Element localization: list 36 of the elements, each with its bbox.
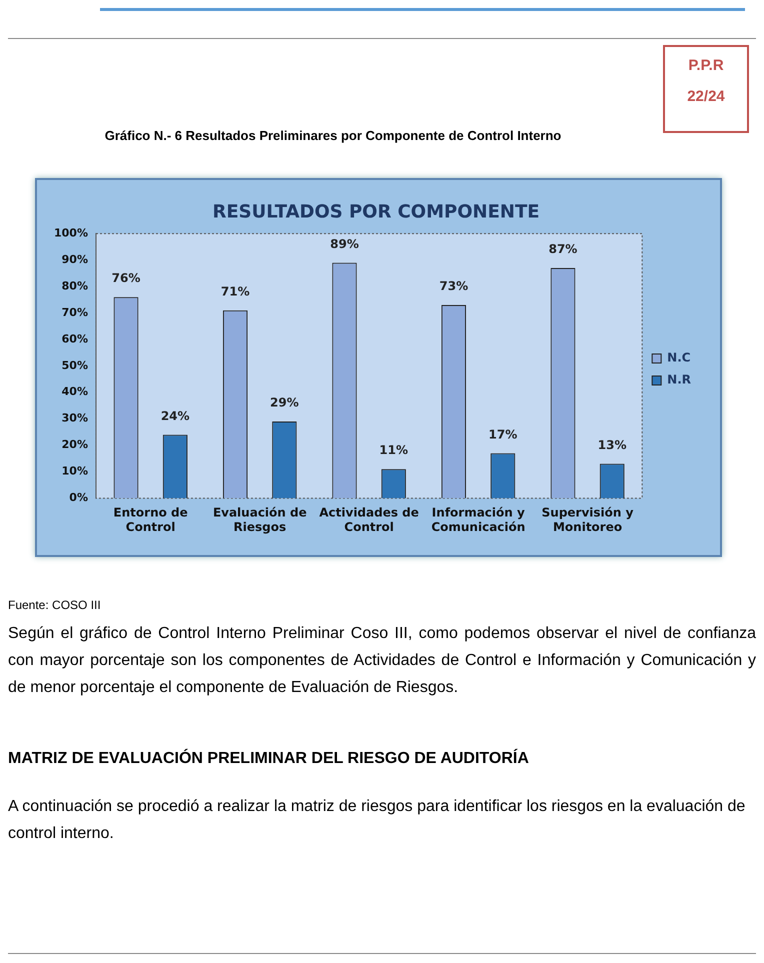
data-label: 11%	[379, 443, 408, 458]
y-tick-label: 90%	[62, 252, 88, 266]
y-tick-label: 50%	[62, 358, 88, 372]
text: P.P.R	[687, 57, 725, 74]
legend-label: N.R	[667, 372, 691, 387]
y-tick-label: 10%	[62, 464, 88, 478]
chart-title: Gráfico N.- 6 Resultados Preliminares por Componente de Control Interno	[104, 128, 562, 143]
y-tick-label: 30%	[62, 412, 88, 425]
data-label: 29%	[270, 396, 299, 410]
text: MATRIZ DE EVALUACIÓN PRELIMINAR DEL RIESGO DE AUDITORÍA	[8, 750, 529, 768]
y-tick-label: 100%	[54, 226, 88, 240]
x-tick-label: Actividades de Control	[319, 506, 419, 534]
y-tick-label: 40%	[62, 385, 88, 398]
chart-subtitle: RESULTADOS POR COMPONENTE	[212, 201, 540, 222]
text: A continuación se procedió a realizar la matriz de riesgos para identificar los riesgos en la evaluación de control interno.	[8, 797, 746, 844]
legend-label: N.C	[667, 350, 691, 365]
x-tick-label: Evaluación de Riesgos	[212, 506, 307, 534]
x-tick-label: Supervisión y Monitoreo	[542, 506, 634, 534]
data-label: 89%	[330, 236, 359, 251]
x-tick-label: Información y Comunicación	[431, 506, 526, 534]
y-tick-label: 60%	[62, 332, 88, 346]
data-label: 76%	[112, 271, 140, 286]
data-label: 71%	[220, 284, 250, 298]
data-label: 87%	[548, 242, 578, 256]
text: 22/24	[686, 88, 726, 105]
y-tick-label: 20%	[62, 438, 88, 452]
data-label: 24%	[160, 408, 190, 423]
data-label: 13%	[598, 438, 626, 452]
text: Según el gráfico de Control Interno Preliminar Coso III, como podemos observar el nivel de confianza con mayor porcentaje son los componentes de Actividades de Control e Información y Comunicación y de menor porcentaje el componente de Evaluación de Riesgos.	[8, 624, 756, 698]
y-tick-label: 70%	[62, 306, 88, 319]
y-tick-label: 0%	[69, 491, 88, 504]
source-note: Fuente: COSO III	[8, 598, 101, 612]
data-label: 73%	[439, 279, 468, 294]
x-tick-label: Entorno de Control	[113, 506, 188, 534]
y-tick-label: 80%	[62, 279, 88, 292]
data-label: 17%	[488, 427, 518, 442]
